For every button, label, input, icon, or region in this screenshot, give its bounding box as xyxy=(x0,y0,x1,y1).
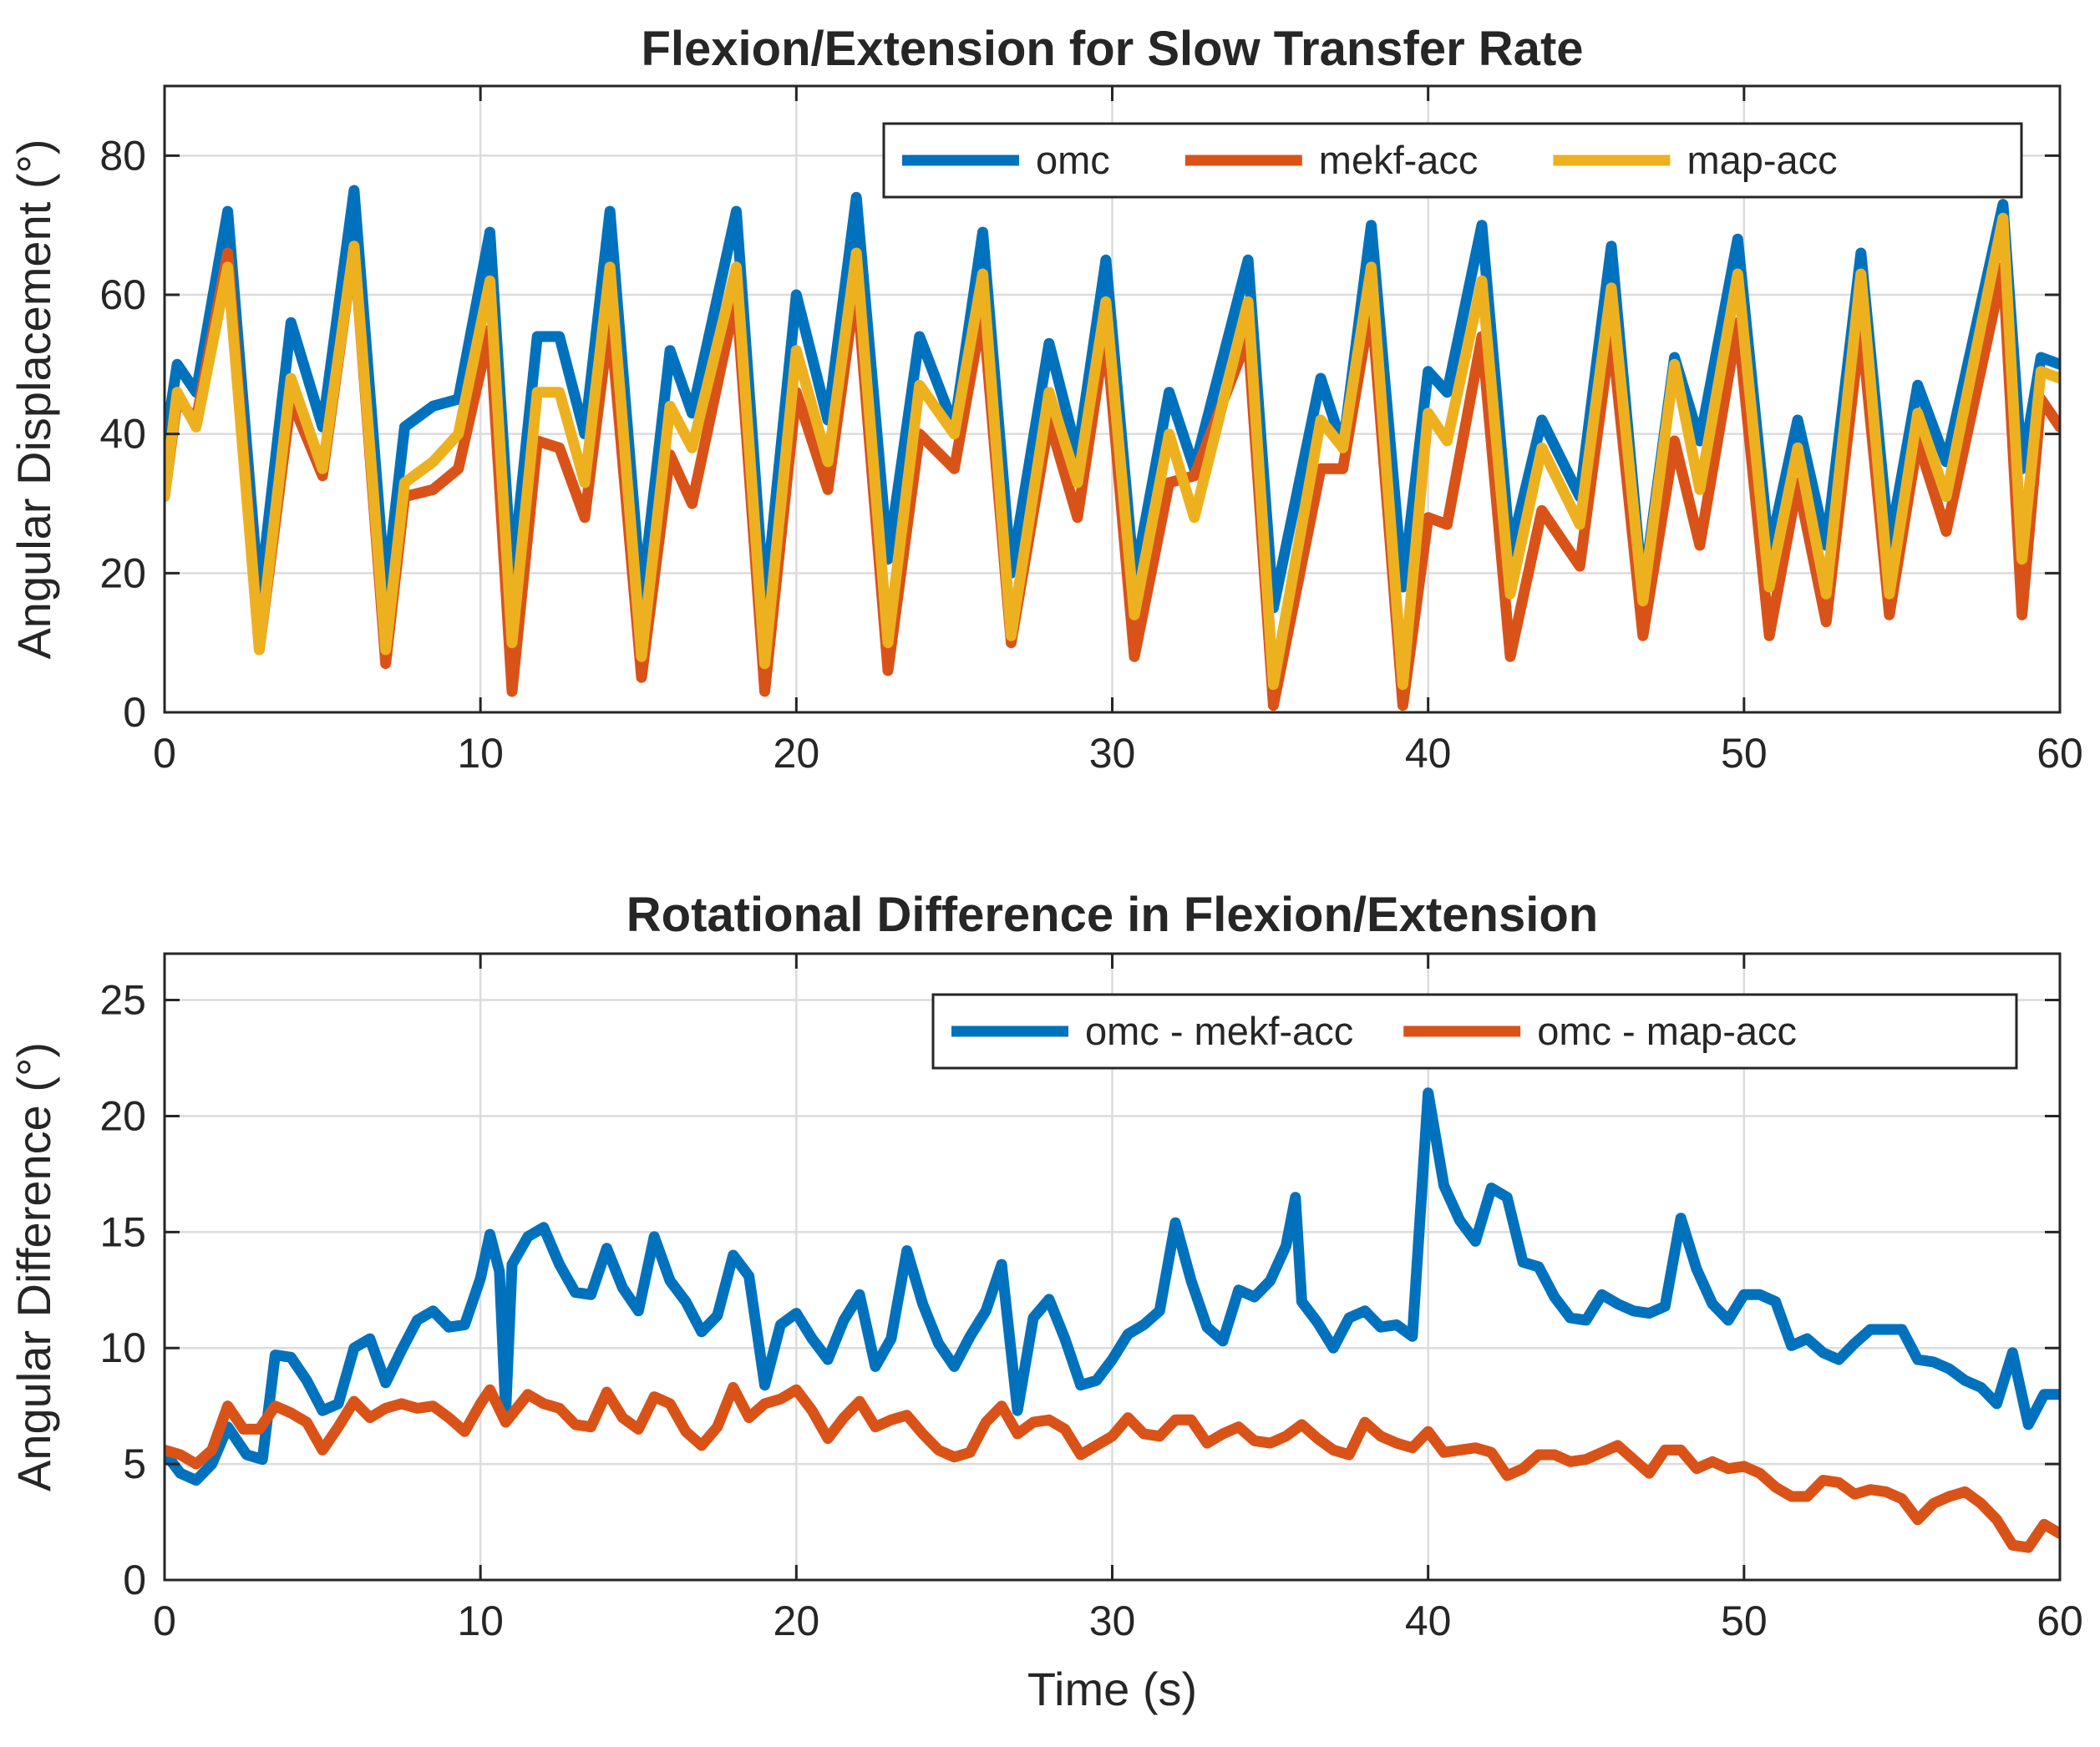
chart1-legend-label-omc: omc xyxy=(1036,138,1110,182)
chart2-x-axis-label: Time (s) xyxy=(1027,1663,1197,1715)
chart1-series-group xyxy=(165,185,2060,711)
chart1-x-tick-label: 50 xyxy=(1721,730,1768,777)
chart2-y-tick-label: 15 xyxy=(99,1208,146,1255)
chart1-y-tick-label: 80 xyxy=(99,132,146,179)
chart2-x-tick-label: 0 xyxy=(153,1598,176,1644)
chart2-title: Rotational Difference in Flexion/Extensi… xyxy=(626,888,1598,942)
chart2-legend-label-omc-mekf-acc: omc - mekf-acc xyxy=(1085,1009,1353,1053)
chart1-series-map-acc-line xyxy=(165,212,2060,691)
chart1-legend-label-mekf-acc: mekf-acc xyxy=(1319,138,1479,182)
chart2-x-tick-label: 40 xyxy=(1405,1598,1452,1644)
chart1-y-tick-label: 60 xyxy=(99,271,146,318)
chart1-y-tick-label: 40 xyxy=(99,411,146,458)
chart2-series-omc-mekf-acc-line xyxy=(165,1087,2060,1486)
chart2-y-axis-label: Angular Difference (°) xyxy=(8,1042,60,1491)
chart1-x-tick-label: 40 xyxy=(1405,730,1452,777)
chart1: 0 10 20 30 40 50 60 0 20 40 60 80 Flexion/Extension … xyxy=(8,22,2083,777)
chart1-x-tick-label: 10 xyxy=(457,730,504,777)
chart2-series-omc-map-acc-line xyxy=(165,1381,2060,1553)
chart2-legend: omc - mekf-acc omc - map-acc xyxy=(931,993,2018,1070)
chart1-x-tick-label: 20 xyxy=(774,730,820,777)
chart2-x-tick-label: 10 xyxy=(457,1598,504,1644)
chart1-title: Flexion/Extension for Slow Transfer Rate xyxy=(641,22,1583,76)
chart1-y-tick-label: 20 xyxy=(99,549,146,596)
chart2-y-tick-label: 0 xyxy=(123,1557,146,1603)
chart2-x-tick-label: 50 xyxy=(1721,1598,1768,1644)
chart2-x-tick-label: 20 xyxy=(774,1598,820,1644)
chart2-y-tick-label: 25 xyxy=(99,977,146,1024)
chart1-x-tick-label: 0 xyxy=(153,730,176,777)
chart2-y-tick-label: 20 xyxy=(99,1092,146,1139)
chart1-legend-box xyxy=(882,122,2023,199)
chart2-y-tick-label: 5 xyxy=(123,1441,146,1487)
chart2-legend-label-omc-map-acc: omc - map-acc xyxy=(1537,1009,1797,1053)
chart1-legend-label-map-acc: map-acc xyxy=(1687,138,1837,182)
chart1-x-tick-label: 60 xyxy=(2037,730,2083,777)
chart2-y-tick-label: 10 xyxy=(99,1324,146,1371)
chart2: 0 10 20 30 40 50 60 0 5 10 15 20 25 Rotational Differ… xyxy=(8,888,2083,1715)
chart2-x-tick-label: 60 xyxy=(2037,1598,2083,1644)
chart1-x-tick-label: 30 xyxy=(1089,730,1136,777)
chart2-x-tick-label: 30 xyxy=(1089,1598,1136,1644)
chart1-legend: omc mekf-acc map-acc xyxy=(882,122,2023,199)
chart1-y-axis-label: Angular Displacement (°) xyxy=(8,139,60,659)
chart2-series-group xyxy=(165,1087,2060,1553)
chart1-y-tick-label: 0 xyxy=(123,689,146,736)
